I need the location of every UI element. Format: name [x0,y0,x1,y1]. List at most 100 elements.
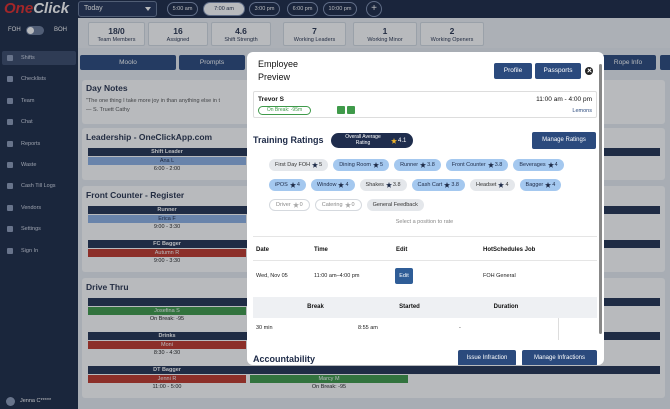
time-button[interactable]: 3:00 pm [249,2,280,16]
modal-header-button[interactable]: Passports [535,63,581,79]
accountability-button[interactable]: Issue Infraction [458,350,516,365]
stat-value: 18/0 [108,26,125,36]
rating-chip[interactable]: Window 4 [310,179,355,191]
rating-chip-name: Driver [276,202,291,208]
user-name: Jenna C***** [20,398,52,404]
close-button[interactable] [585,67,593,75]
star-icon [545,182,552,188]
rating-chip[interactable]: Beverages 4 [513,159,564,171]
stat-value: 7 [312,26,317,36]
rating-chip-name: Bagger [525,182,544,188]
rating-chip[interactable]: Shakes 3.8 [359,179,407,191]
rating-chip-value: 4 [505,182,509,188]
sidebar: OneClick FOH BOH Shifts Checklists Team Chat Re… [0,0,78,409]
toolbar-button[interactable]: Rope Info [600,55,656,70]
menu-item[interactable]: Shifts [2,51,76,65]
rating-chip[interactable]: Catering 0 [314,199,362,211]
overall-label: Overall Average Rating [345,134,381,146]
employee-name: Trevor S [258,96,285,103]
shift-name: Ana L [159,158,175,164]
employee-icon [347,106,355,114]
rating-chip-value: 3.8 [451,182,459,188]
rating-chip-name: Beverages [519,162,546,168]
rating-chip[interactable]: Headset 4 [469,179,515,191]
menu-label: Cash Till Logs [21,183,56,190]
star-icon [344,202,351,208]
stat-card: 7 Working Leaders [283,22,346,46]
menu-icon [7,140,13,147]
menu-item[interactable]: Vendors [2,201,76,215]
menu-icon [7,226,13,233]
shift-time: 9:00 - 3:30 [153,224,181,230]
rating-chip[interactable]: Bagger 4 [519,179,562,191]
overall-value: 4.1 [398,137,407,144]
rating-chip-name: Dining Room [339,162,371,168]
manage-ratings-button[interactable]: Manage Ratings [532,132,596,149]
stat-value: 2 [449,26,455,36]
star-icon [487,162,494,168]
stat-card: 2 Working Openers [420,22,484,46]
stat-card: 18/0 Team Members [88,22,145,46]
rating-chip-value: 4 [296,182,300,188]
stat-value: 4.6 [235,26,247,36]
star-icon [292,202,299,208]
shift-name: Jenni R [157,376,177,382]
menu-item[interactable]: Reports [2,137,76,151]
modal-header-button[interactable]: Profile [494,63,532,79]
rating-chip[interactable]: Runner 3.8 [394,159,441,171]
rating-chip-name: Shakes [365,182,384,188]
time-button[interactable]: 10:00 pm [323,2,357,16]
rating-chip[interactable]: iPOS 4 [269,179,306,191]
menu-item[interactable]: Cash Till Logs [2,179,76,193]
toggle-switch[interactable] [26,26,44,35]
edit-button[interactable]: Edit [395,268,413,284]
rating-hint: Select a position to rate [395,219,454,225]
rating-chip-value: 5 [380,162,384,168]
rating-chip[interactable]: Driver 0 [269,199,310,211]
rating-chip[interactable]: General Feedback [366,199,424,211]
menu-label: Waste [21,162,37,168]
rating-chip-name: Headset [475,182,497,188]
menu-label: Shifts [21,55,35,61]
menu-item[interactable]: Checklists [2,72,76,86]
rating-chip-value: 5 [319,162,323,168]
section-title: Drive Thru [86,282,129,292]
time-button[interactable]: 6:00 pm [287,2,318,16]
menu-label: Checklists [21,76,47,83]
day-notes-author: — S. Truett Cathy [86,107,130,113]
rating-chip[interactable]: Cash Cart 3.8 [411,179,465,191]
time-label: 10:00 pm [328,6,352,12]
shift-name-bar: Autumn R [88,249,246,257]
toggle-knob [27,27,34,34]
shift-time: 6:00 - 2:00 [153,166,181,172]
accountability-button[interactable]: Manage Infractions [522,350,597,365]
menu-item[interactable]: Sign In [2,244,76,258]
rating-chip-name: General Feedback [372,202,418,208]
menu-item[interactable]: Chat [2,115,76,129]
status-label: On Break: -95m [266,107,303,113]
menu-label: Vendors [21,204,42,211]
position-name: Runner [157,207,177,213]
day-dropdown[interactable]: Today [78,1,157,17]
time-button[interactable]: 5:00 am [167,2,198,16]
training-title: Training Ratings [253,135,324,145]
toolbar-icon-button[interactable] [660,55,670,70]
accountability-title: Accountability [253,354,316,364]
toolbar-button[interactable]: Prompts [179,55,245,70]
menu-item[interactable]: Waste [2,158,76,172]
menu-label: Team [21,97,35,104]
menu-item[interactable]: Settings [2,222,76,236]
day-notes-quote: "The one thing I take more joy in than a… [86,98,221,104]
rating-chip[interactable]: Dining Room 5 [333,159,390,171]
rating-chip[interactable]: First Day FOH 5 [269,159,329,171]
time-button[interactable]: 7:00 am [203,2,245,16]
shift-name: Erica F [158,216,176,222]
add-button[interactable]: + [366,1,382,17]
toolbar-button[interactable]: Moolo [80,55,176,70]
stat-value: 16 [173,26,183,36]
schedule-header: HotSchedules Job [483,247,536,253]
rating-chip[interactable]: Front Counter 3.8 [445,159,509,171]
menu-item[interactable]: Team [2,94,76,108]
day-label: Today [84,5,103,12]
stat-label: Working Openers [430,37,474,43]
